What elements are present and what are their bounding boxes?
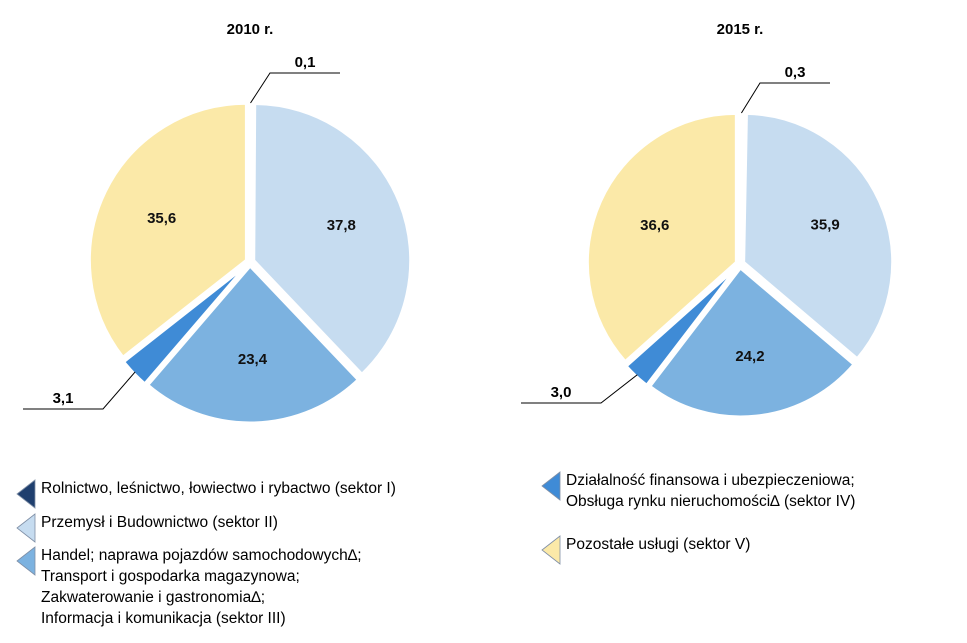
legend-swatch xyxy=(16,513,36,543)
chart-title: 2015 r. xyxy=(717,21,764,38)
data-label: 3,1 xyxy=(53,390,74,407)
legend-swatch xyxy=(541,535,561,565)
data-label: 23,4 xyxy=(238,351,268,368)
charts: 2010 r. 0,1 37,8 23,4 3,1 35,6 2015 r. 0,3 35,9 2… xyxy=(23,21,895,425)
data-label: 0,1 xyxy=(295,54,316,71)
legend-label: Przemysł i Budownictwo (sektor II) xyxy=(41,514,278,531)
pie-slice xyxy=(647,265,857,419)
pie-slice xyxy=(585,111,738,364)
legend-label: Rolnictwo, leśnictwo, łowiectwo i rybact… xyxy=(41,480,396,497)
legend-item: Przemysł i Budownictwo (sektor II) xyxy=(15,512,278,543)
leader-line xyxy=(23,371,136,410)
legend-icon xyxy=(541,471,561,501)
legend-swatch xyxy=(16,479,36,509)
pie-slice xyxy=(742,111,895,361)
data-label: 37,8 xyxy=(327,217,356,234)
pie-slice xyxy=(738,109,745,261)
legend-item: Działalność finansowa i ubezpieczeniowa;… xyxy=(540,470,855,512)
data-label: 3,0 xyxy=(551,384,572,401)
legend-label: Pozostałe usługi (sektor V) xyxy=(566,536,751,553)
leader-line xyxy=(740,82,830,114)
data-label: 0,3 xyxy=(785,64,806,81)
legend-swatch xyxy=(16,546,36,576)
data-label: 36,6 xyxy=(640,217,669,234)
chart-title: 2010 r. xyxy=(227,21,274,38)
legend-icon xyxy=(541,535,561,565)
data-label: 35,6 xyxy=(147,210,176,227)
legend-icon xyxy=(16,479,36,509)
pie-slice xyxy=(252,102,413,377)
leader-line xyxy=(250,72,340,104)
legend-item: Handel; naprawa pojazdów samochodowych∆;… xyxy=(15,545,362,629)
legend-swatch xyxy=(541,471,561,501)
data-label: 24,2 xyxy=(735,348,764,365)
legend-label: Handel; naprawa pojazdów samochodowych∆;… xyxy=(41,547,362,627)
pie-slice xyxy=(248,99,253,259)
legend-item: Rolnictwo, leśnictwo, łowiectwo i rybact… xyxy=(15,478,396,509)
legend-label: Działalność finansowa i ubezpieczeniowa;… xyxy=(566,472,856,510)
pie-slice xyxy=(145,263,361,425)
legend-icon xyxy=(16,513,36,543)
pie-slice xyxy=(87,101,248,360)
legend-item: Pozostałe usługi (sektor V) xyxy=(540,534,750,565)
legend-icon xyxy=(16,546,36,576)
data-label: 35,9 xyxy=(811,217,840,234)
leader-line xyxy=(521,374,638,404)
